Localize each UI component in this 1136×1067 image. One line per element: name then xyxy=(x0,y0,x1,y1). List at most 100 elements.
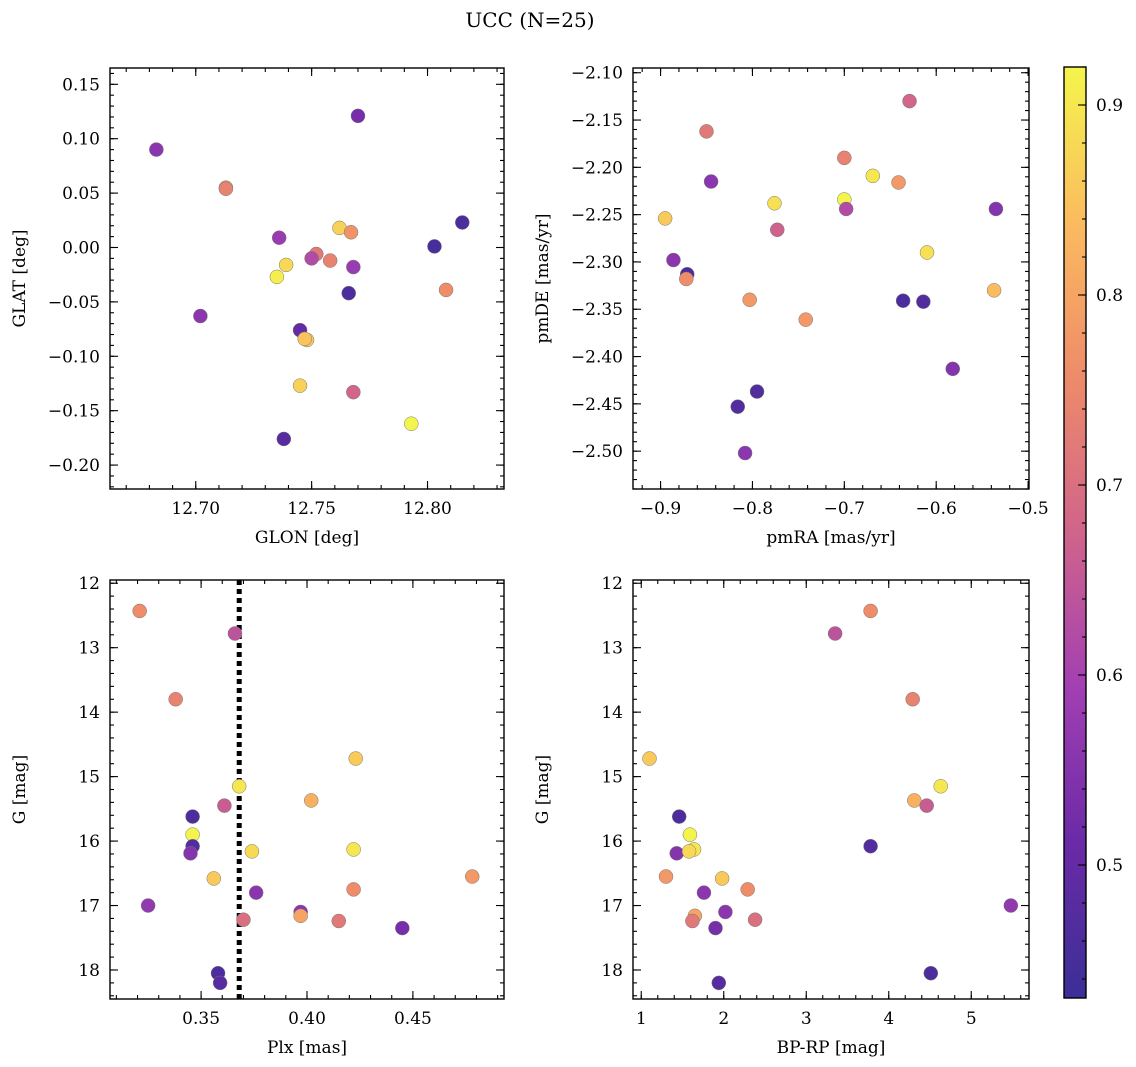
data-point xyxy=(827,626,843,641)
x-axis-label: BP-RP [mag] xyxy=(777,1038,886,1058)
y-tick-label: 12 xyxy=(601,574,623,594)
y-tick-label: 16 xyxy=(601,832,623,852)
axes-frame xyxy=(109,67,505,490)
x-tick-label: 5 xyxy=(966,1009,977,1029)
x-minor-ticks xyxy=(115,580,499,999)
data-point xyxy=(276,431,292,447)
data-point xyxy=(798,312,813,327)
data-point xyxy=(1003,898,1019,913)
y-tick-label: 13 xyxy=(78,639,100,659)
data-point xyxy=(212,975,228,991)
data-point xyxy=(348,751,363,766)
scatter-points xyxy=(657,93,1004,461)
colorbar-tick-label: 0.5 xyxy=(1096,856,1123,876)
data-point xyxy=(891,175,906,190)
data-point xyxy=(404,416,419,431)
data-point xyxy=(395,920,410,936)
data-point xyxy=(271,230,287,245)
x-tick-label: 0.45 xyxy=(394,1009,432,1029)
x-axis-label: pmRA [mas/yr] xyxy=(766,528,895,548)
data-point xyxy=(322,253,338,268)
data-point xyxy=(865,168,881,184)
y-minor-ticks xyxy=(110,582,504,997)
y-tick-label: −2.50 xyxy=(571,442,623,462)
subplot-3: 0.35 0.40 0.45 12 13 14 15 16 17 18 Plx [mas] G [ma… xyxy=(10,574,505,1058)
x-tick-label: −0.9 xyxy=(640,499,681,519)
data-point xyxy=(671,809,687,824)
x-tick-label: −0.6 xyxy=(916,499,957,519)
data-point xyxy=(303,793,319,808)
y-tick-label: 0.05 xyxy=(62,184,100,204)
data-point xyxy=(168,692,183,707)
data-point xyxy=(149,142,164,157)
data-point xyxy=(244,844,260,859)
axes-frame xyxy=(632,579,1030,1000)
x-minor-ticks xyxy=(125,68,498,489)
data-point xyxy=(350,108,366,124)
y-tick-label: −0.10 xyxy=(48,347,100,367)
y-tick-label: −0.20 xyxy=(48,456,100,476)
y-tick-label: −2.25 xyxy=(571,206,623,226)
data-point xyxy=(919,245,935,260)
data-point xyxy=(902,93,917,109)
data-point xyxy=(988,201,1004,217)
y-tick-label: −2.45 xyxy=(571,395,623,415)
scatter-points xyxy=(132,603,480,991)
scatter-points xyxy=(149,108,470,447)
colorbar-tick-label: 0.9 xyxy=(1096,96,1123,116)
data-point xyxy=(905,692,920,707)
data-point xyxy=(331,913,347,929)
y-tick-label: 17 xyxy=(78,897,100,917)
data-point xyxy=(269,269,285,285)
x-tick-label: 1 xyxy=(636,1009,647,1029)
x-tick-label: −0.8 xyxy=(732,499,773,519)
y-tick-label: −2.30 xyxy=(571,253,623,273)
data-point xyxy=(464,869,480,884)
data-point xyxy=(770,222,785,238)
data-point xyxy=(304,251,319,266)
y-axis-label: pmDE [mas/yr] xyxy=(533,213,553,343)
x-tick-label: 2 xyxy=(718,1009,729,1029)
subplot-1: 12.70 12.75 12.80 −0.20 −0.15 −0.10 −0.05 0.00 0… xyxy=(10,67,505,548)
data-point xyxy=(346,842,361,857)
scatter-points xyxy=(642,603,1019,991)
data-point xyxy=(140,898,156,913)
data-point xyxy=(749,384,765,399)
data-point xyxy=(895,293,911,308)
data-point xyxy=(236,912,251,927)
data-point xyxy=(679,271,694,287)
subplots: 12.70 12.75 12.80 −0.20 −0.15 −0.10 −0.05 0.00 0… xyxy=(10,64,1049,1058)
x-axis-label: Plx [mas] xyxy=(267,1038,347,1058)
axes-frame xyxy=(109,579,505,1000)
y-tick-label: −2.15 xyxy=(571,111,623,131)
data-point xyxy=(346,882,361,897)
y-tick-label: 14 xyxy=(78,703,100,723)
y-tick-label: 17 xyxy=(601,897,623,917)
data-point xyxy=(658,869,674,884)
y-tick-label: 0.10 xyxy=(62,130,100,150)
colorbar: 0.5 0.6 0.7 0.8 0.9 xyxy=(1063,66,1123,999)
y-tick-label: −2.10 xyxy=(571,64,623,84)
y-tick-label: −0.15 xyxy=(48,402,100,422)
y-tick-label: −2.20 xyxy=(571,158,623,178)
data-point xyxy=(248,885,264,900)
y-tick-label: −2.35 xyxy=(571,300,623,320)
data-point xyxy=(657,211,673,226)
data-point xyxy=(183,846,198,861)
data-point xyxy=(742,292,757,308)
data-point xyxy=(718,904,733,920)
x-axis-label: GLON [deg] xyxy=(255,528,359,548)
data-point xyxy=(747,912,763,927)
data-point xyxy=(292,378,308,393)
y-tick-label: 12 xyxy=(78,574,100,594)
data-point xyxy=(438,282,454,298)
x-tick-label: 3 xyxy=(801,1009,812,1029)
y-minor-ticks xyxy=(110,72,504,488)
data-point xyxy=(681,844,697,859)
data-point xyxy=(696,885,712,900)
data-point xyxy=(669,846,684,861)
x-tick-label: 12.75 xyxy=(287,499,336,519)
x-tick-label: −0.5 xyxy=(1007,499,1048,519)
x-tick-label: 0.40 xyxy=(288,1009,326,1029)
